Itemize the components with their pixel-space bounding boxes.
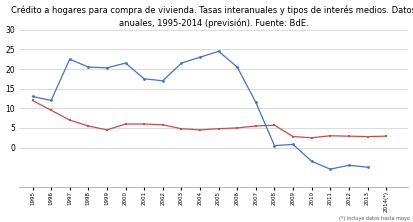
- Title: Crédito a hogares para compra de vivienda. Tasas interanuales y tipos de interés: Crédito a hogares para compra de viviend…: [12, 6, 413, 28]
- Text: (*) Incluye datos hasta mayo: (*) Incluye datos hasta mayo: [338, 216, 409, 221]
